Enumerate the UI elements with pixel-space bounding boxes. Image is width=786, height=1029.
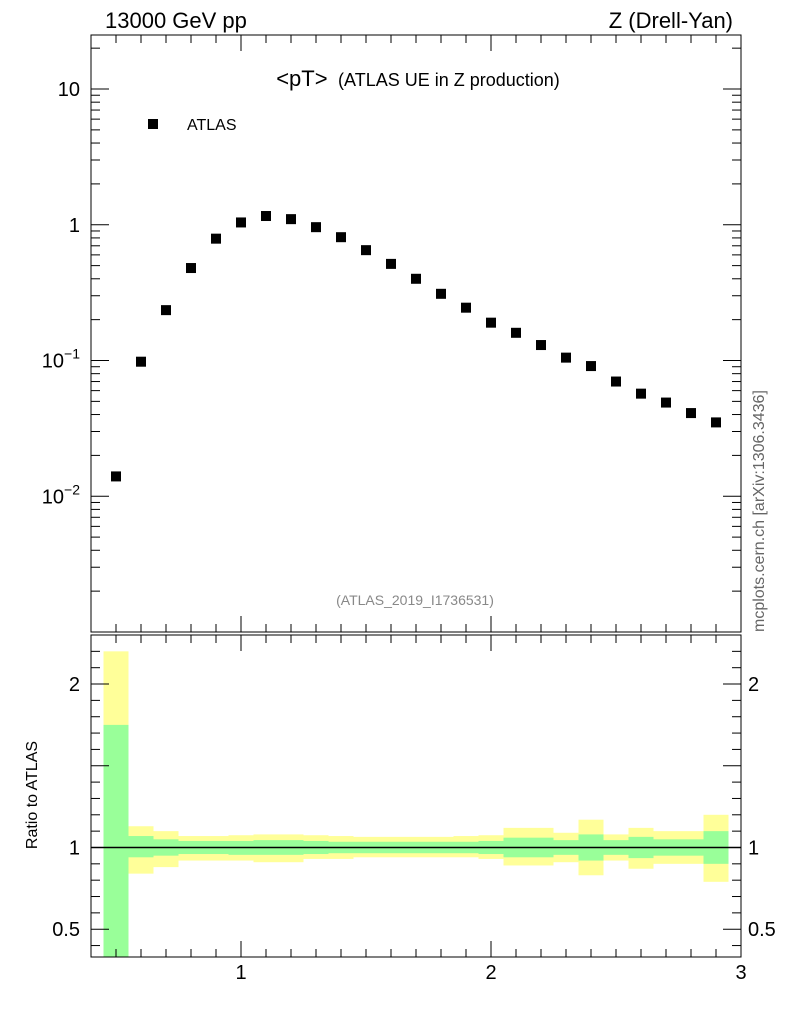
y-tick-label: 10−2 xyxy=(42,481,80,508)
x-tick-label: 2 xyxy=(485,962,496,984)
data-point xyxy=(611,376,621,387)
credit-label: mcplots.cern.ch [arXiv:1306.3436] xyxy=(751,390,768,632)
data-point xyxy=(536,340,546,351)
data-point xyxy=(311,222,321,233)
data-point xyxy=(561,352,571,363)
data-point xyxy=(186,263,196,274)
data-point xyxy=(336,232,346,243)
data-point xyxy=(261,211,271,222)
ratio-band-inner xyxy=(128,836,154,858)
data-point xyxy=(511,327,521,338)
ratio-y-tick-label-right: 1 xyxy=(748,837,759,859)
data-point xyxy=(586,361,596,372)
data-point xyxy=(711,417,721,428)
data-point xyxy=(211,233,221,244)
main-title: <pT> (ATLAS UE in Z production) xyxy=(276,66,560,91)
ratio-y-tick-label: 1 xyxy=(69,837,80,859)
data-point xyxy=(161,305,171,316)
data-point xyxy=(661,397,671,408)
ratio-y-tick-label-right: 0.5 xyxy=(748,919,776,941)
data-point xyxy=(436,288,446,299)
data-point xyxy=(111,471,121,482)
process-label: Z (Drell-Yan) xyxy=(609,8,733,33)
legend-label: ATLAS xyxy=(187,117,237,134)
main-title-secondary: (ATLAS UE in Z production) xyxy=(338,70,560,90)
data-point xyxy=(486,317,496,328)
data-point xyxy=(136,356,146,367)
ratio-y-tick-label: 0.5 xyxy=(52,919,80,941)
main-title-primary: <pT> xyxy=(276,66,327,91)
data-point xyxy=(636,388,646,399)
ratio-y-tick-label-right: 2 xyxy=(748,674,759,696)
main-panel: 10 1 10−1 10−2 xyxy=(42,34,742,633)
data-point xyxy=(386,258,396,269)
data-point xyxy=(411,273,421,284)
energy-label: 13000 GeV pp xyxy=(105,8,247,33)
ratio-y-tick-label: 2 xyxy=(69,674,80,696)
y-tick-label: 10 xyxy=(58,79,80,101)
data-point xyxy=(461,302,471,313)
data-point xyxy=(361,245,371,256)
analysis-watermark: (ATLAS_2019_I1736531) xyxy=(336,592,494,608)
x-tick-label: 3 xyxy=(735,962,746,984)
ratio-bands xyxy=(103,651,729,957)
ratio-ylabel: Ratio to ATLAS xyxy=(24,741,41,849)
data-point xyxy=(686,408,696,419)
ratio-frame xyxy=(90,634,742,958)
data-point xyxy=(236,217,246,228)
x-tick-label: 1 xyxy=(235,962,246,984)
ratio-panel: 1 2 3 2 2 1 1 0.5 0.5 xyxy=(52,634,776,984)
ratio-band-inner xyxy=(103,724,129,957)
y-tick-label: 1 xyxy=(69,215,80,237)
y-tick-label: 10−1 xyxy=(42,346,80,373)
legend-marker-icon xyxy=(148,119,158,129)
data-point xyxy=(286,214,296,225)
